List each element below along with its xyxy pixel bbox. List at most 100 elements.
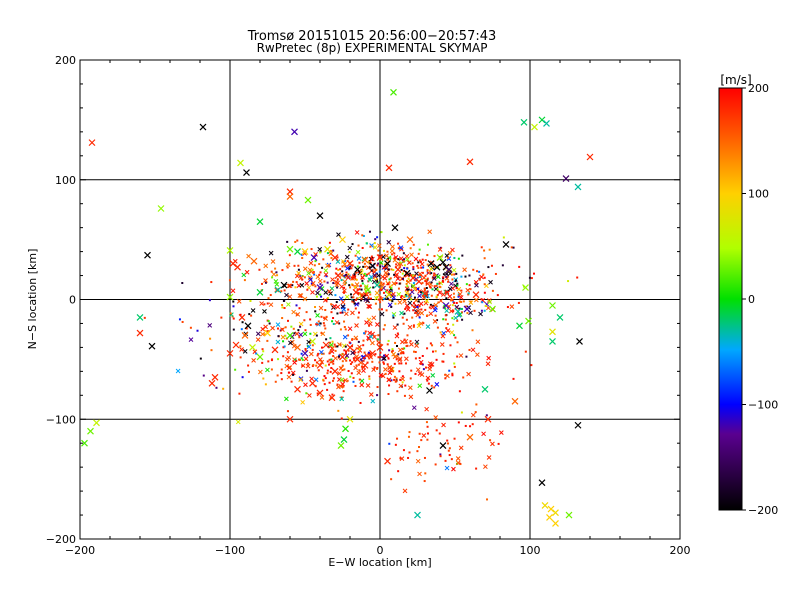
cloud-point xyxy=(425,292,428,295)
cloud-point xyxy=(412,268,415,271)
cloud-point xyxy=(288,254,291,257)
cloud-point xyxy=(435,295,438,298)
cloud-point xyxy=(406,288,409,291)
data-point-x xyxy=(301,349,309,357)
cloud-point xyxy=(324,327,327,330)
cloud-point xyxy=(411,304,414,307)
cloud-point xyxy=(286,410,289,413)
cloud-point xyxy=(330,366,333,369)
cloud-point xyxy=(397,470,400,473)
cloud-point xyxy=(378,308,381,311)
cloud-point xyxy=(294,240,297,243)
cloud-point xyxy=(310,282,313,285)
cloud-point xyxy=(399,261,402,264)
cloud-point xyxy=(381,286,384,289)
cloud-point xyxy=(405,341,408,344)
cloud-point xyxy=(418,432,421,435)
cloud-point xyxy=(339,284,345,290)
cloud-point xyxy=(359,401,362,404)
cloud-point xyxy=(444,377,447,380)
cloud-point xyxy=(472,268,475,271)
cloud-point xyxy=(323,268,329,273)
cloud-point xyxy=(382,249,385,252)
cloud-point xyxy=(376,295,379,298)
cloud-point xyxy=(284,292,289,298)
cloud-point xyxy=(453,365,456,368)
cloud-point xyxy=(444,271,449,277)
cloud-point xyxy=(367,272,370,275)
cloud-point xyxy=(449,264,452,267)
cloud-point xyxy=(304,348,307,351)
cloud-point xyxy=(471,329,474,332)
cloud-point xyxy=(283,307,286,310)
cloud-point xyxy=(303,382,308,388)
cloud-point xyxy=(319,395,325,400)
cloud-point xyxy=(294,273,300,279)
cloud-point xyxy=(343,274,346,277)
cloud-point xyxy=(373,242,376,245)
cloud-point xyxy=(382,267,385,270)
cloud-point xyxy=(239,345,242,348)
cloud-point xyxy=(380,356,386,361)
cloud-point xyxy=(454,336,457,339)
cloud-point xyxy=(307,393,312,398)
cloud-point xyxy=(407,300,413,306)
colorbar xyxy=(718,87,743,511)
cloud-point xyxy=(368,266,371,269)
cloud-point xyxy=(345,271,348,274)
cloud-point xyxy=(304,349,307,352)
cloud-point xyxy=(488,279,493,285)
cloud-point xyxy=(305,363,311,369)
data-point-x xyxy=(421,290,429,297)
cloud-point xyxy=(260,282,263,285)
cloud-point xyxy=(360,299,363,302)
data-point-x xyxy=(304,196,312,204)
data-point-x xyxy=(352,288,360,296)
cloud-point xyxy=(314,385,317,388)
cloud-point xyxy=(451,267,457,273)
cloud-point xyxy=(388,349,391,352)
cloud-point xyxy=(209,337,212,340)
cloud-point xyxy=(387,268,390,271)
cloud-point xyxy=(394,333,400,339)
cloud-point xyxy=(419,372,425,378)
cloud-point xyxy=(357,344,362,350)
cloud-point xyxy=(378,361,381,364)
data-point-x xyxy=(525,317,532,325)
cloud-point xyxy=(340,303,346,309)
cloud-point xyxy=(483,291,486,294)
cloud-point xyxy=(420,439,423,442)
cloud-point xyxy=(292,327,295,330)
y-tick-label: 100 xyxy=(55,174,76,187)
cloud-point xyxy=(419,261,425,267)
cloud-point xyxy=(392,268,395,271)
cloud-point xyxy=(389,277,392,280)
cloud-point xyxy=(453,296,456,299)
cloud-point xyxy=(399,456,405,462)
cloud-point xyxy=(421,271,424,274)
cloud-point xyxy=(391,281,397,286)
cloud-point xyxy=(473,309,476,312)
cloud-point xyxy=(352,357,355,360)
data-point-x xyxy=(286,415,294,423)
cloud-point xyxy=(425,286,428,289)
cloud-point xyxy=(386,343,389,346)
cloud-point xyxy=(280,290,283,293)
cloud-point xyxy=(358,378,361,381)
colorbar-tick-label: 100 xyxy=(748,188,769,201)
cloud-point xyxy=(317,246,323,252)
cloud-point xyxy=(407,385,413,391)
cloud-point xyxy=(308,277,313,282)
cloud-point xyxy=(385,309,388,312)
cloud-point xyxy=(355,249,361,255)
data-point-x xyxy=(574,421,582,429)
cloud-point xyxy=(405,318,408,321)
chart-subtitle: RwPretec (8p) EXPERIMENTAL SKYMAP xyxy=(257,41,488,55)
cloud-point xyxy=(426,432,429,435)
cloud-point xyxy=(412,302,415,305)
cloud-point xyxy=(483,309,486,312)
cloud-point xyxy=(437,301,440,304)
cloud-point xyxy=(360,297,363,300)
cloud-point xyxy=(409,294,412,297)
cloud-point xyxy=(347,334,350,337)
